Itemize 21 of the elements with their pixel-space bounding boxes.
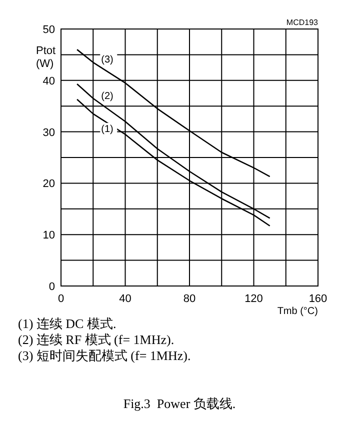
- y-axis-title: Ptot (W): [36, 45, 56, 70]
- x-tick-label: 0: [58, 293, 64, 305]
- x-tick-label: 40: [119, 293, 132, 305]
- y-tick-label: 40: [42, 75, 55, 88]
- x-tick-label: 120: [244, 293, 263, 305]
- series-label: (1): [101, 124, 114, 135]
- series-label: (3): [101, 54, 114, 66]
- text: (1) 连续 DC 模式.: [18, 316, 116, 331]
- y-tick-label: 10: [42, 230, 55, 242]
- x-tick-label: 160: [308, 293, 328, 305]
- x-axis-title: Tmb (°C): [277, 306, 318, 317]
- y-tick-label: 20: [42, 178, 55, 190]
- y-tick-label: 0: [48, 281, 55, 293]
- y-tick-label: 50: [42, 24, 55, 36]
- text: Fig.3 Power 负载线.: [123, 396, 236, 411]
- text: (2) 连续 RF 模式 (f= 1MHz).: [18, 332, 174, 347]
- series-label: (2): [101, 91, 114, 102]
- text: MCD193: [286, 18, 319, 27]
- y-tick-label: 30: [42, 126, 55, 139]
- x-tick-label: 80: [183, 293, 196, 305]
- text: (3) 短时间失配模式 (f= 1MHz).: [18, 348, 191, 363]
